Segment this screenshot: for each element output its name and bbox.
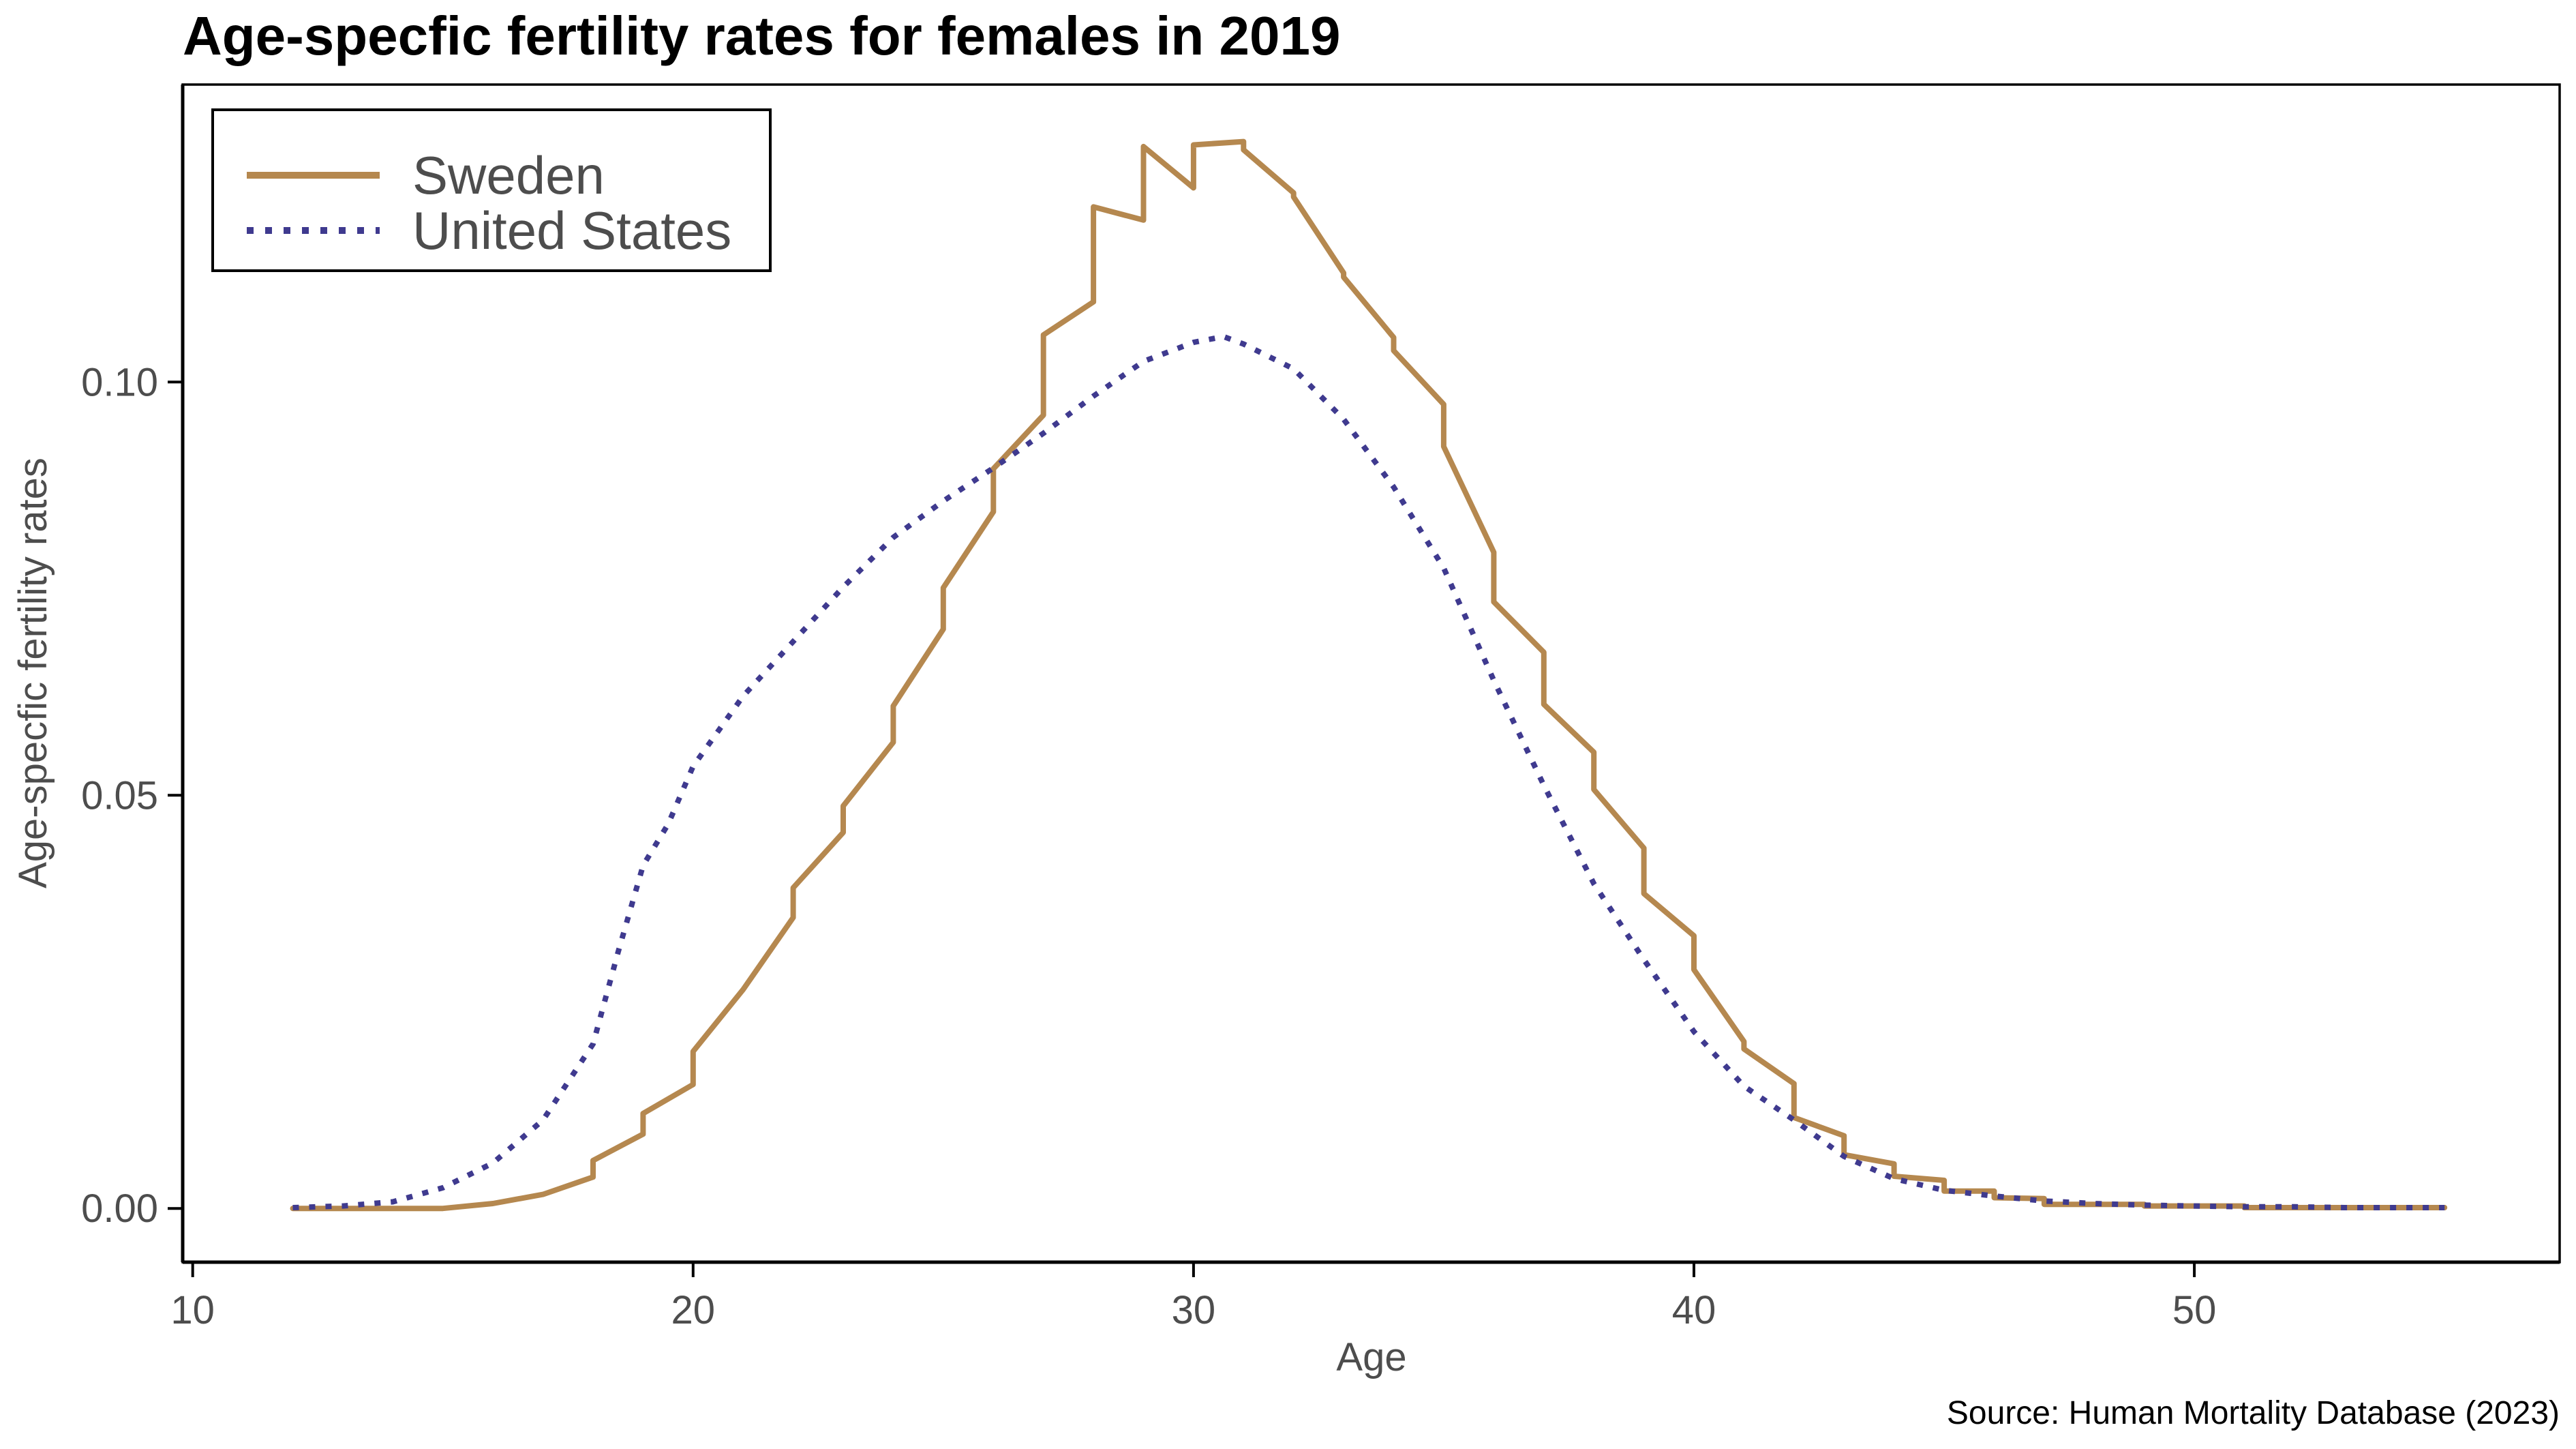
x-tick-label: 40 [1672, 1288, 1716, 1332]
legend-label-united-states: United States [412, 200, 731, 260]
y-axis-ticks: 0.00 0.05 0.10 [81, 360, 183, 1231]
y-axis-label: Age-specfic fertility rates [11, 458, 55, 888]
y-tick-label: 0.00 [81, 1186, 158, 1231]
legend-label-sweden: Sweden [412, 145, 605, 205]
y-tick-label: 0.05 [81, 773, 158, 818]
x-axis-label: Age [1336, 1335, 1406, 1379]
x-tick-label: 10 [170, 1288, 215, 1332]
x-axis-ticks: 10 20 30 40 50 [170, 1262, 2216, 1332]
source-caption: Source: Human Mortality Database (2023) [1947, 1395, 2560, 1431]
x-tick-label: 30 [1172, 1288, 1216, 1332]
plot-area [181, 83, 2561, 1264]
series-group [290, 138, 2448, 1212]
series-line-sweden [290, 138, 2448, 1212]
legend: Sweden United States [211, 108, 772, 272]
legend-box [211, 108, 772, 272]
x-tick-label: 20 [671, 1288, 716, 1332]
chart-title: Age-specfic fertility rates for females … [183, 5, 1340, 66]
x-tick-label: 50 [2172, 1288, 2217, 1332]
y-tick-label: 0.10 [81, 360, 158, 404]
